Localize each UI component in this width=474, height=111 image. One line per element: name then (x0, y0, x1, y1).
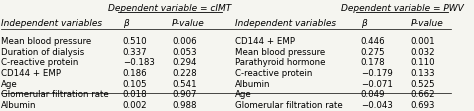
Text: 0.049: 0.049 (361, 90, 385, 99)
Text: 0.053: 0.053 (172, 48, 197, 57)
Text: −0.043: −0.043 (361, 101, 393, 110)
Text: Age: Age (1, 80, 18, 89)
Text: −0.183: −0.183 (123, 58, 155, 67)
Text: CD144 + EMP: CD144 + EMP (1, 69, 62, 78)
Text: 0.541: 0.541 (172, 80, 197, 89)
Text: Duration of dialysis: Duration of dialysis (1, 48, 85, 57)
Text: C-reactive protein: C-reactive protein (1, 58, 79, 67)
Text: −0.071: −0.071 (361, 80, 393, 89)
Text: Glomerular filtration rate: Glomerular filtration rate (1, 90, 109, 99)
Text: 0.988: 0.988 (172, 101, 197, 110)
Text: β: β (361, 19, 366, 28)
Text: C-reactive protein: C-reactive protein (235, 69, 312, 78)
Text: Glomerular filtration rate: Glomerular filtration rate (235, 101, 343, 110)
Text: 0.032: 0.032 (410, 48, 435, 57)
Text: Age: Age (235, 90, 252, 99)
Text: Albumin: Albumin (235, 80, 271, 89)
Text: 0.337: 0.337 (123, 48, 147, 57)
Text: 0.001: 0.001 (410, 37, 435, 46)
Text: P-value: P-value (172, 19, 205, 28)
Text: 0.525: 0.525 (410, 80, 435, 89)
Text: 0.110: 0.110 (410, 58, 435, 67)
Text: 0.133: 0.133 (410, 69, 435, 78)
Text: −0.179: −0.179 (361, 69, 392, 78)
Text: 0.693: 0.693 (410, 101, 435, 110)
Text: Albumin: Albumin (1, 101, 37, 110)
Text: 0.907: 0.907 (172, 90, 197, 99)
Text: 0.662: 0.662 (410, 90, 435, 99)
Text: Independent variables: Independent variables (1, 19, 102, 28)
Text: 0.006: 0.006 (172, 37, 197, 46)
Text: 0.018: 0.018 (123, 90, 147, 99)
Text: 0.105: 0.105 (123, 80, 147, 89)
Text: Mean blood pressure: Mean blood pressure (235, 48, 325, 57)
Text: 0.002: 0.002 (123, 101, 147, 110)
Text: Dependent variable = cIMT: Dependent variable = cIMT (108, 4, 231, 13)
Text: P-value: P-value (410, 19, 443, 28)
Text: 0.186: 0.186 (123, 69, 147, 78)
Text: 0.294: 0.294 (172, 58, 197, 67)
Text: Dependent variable = PWV: Dependent variable = PWV (341, 4, 464, 13)
Text: CD144 + EMP: CD144 + EMP (235, 37, 295, 46)
Text: Mean blood pressure: Mean blood pressure (1, 37, 91, 46)
Text: 0.275: 0.275 (361, 48, 385, 57)
Text: 0.510: 0.510 (123, 37, 147, 46)
Text: β: β (123, 19, 128, 28)
Text: Independent variables: Independent variables (235, 19, 336, 28)
Text: 0.228: 0.228 (172, 69, 197, 78)
Text: 0.178: 0.178 (361, 58, 385, 67)
Text: Parathyroid hormone: Parathyroid hormone (235, 58, 326, 67)
Text: 0.446: 0.446 (361, 37, 385, 46)
